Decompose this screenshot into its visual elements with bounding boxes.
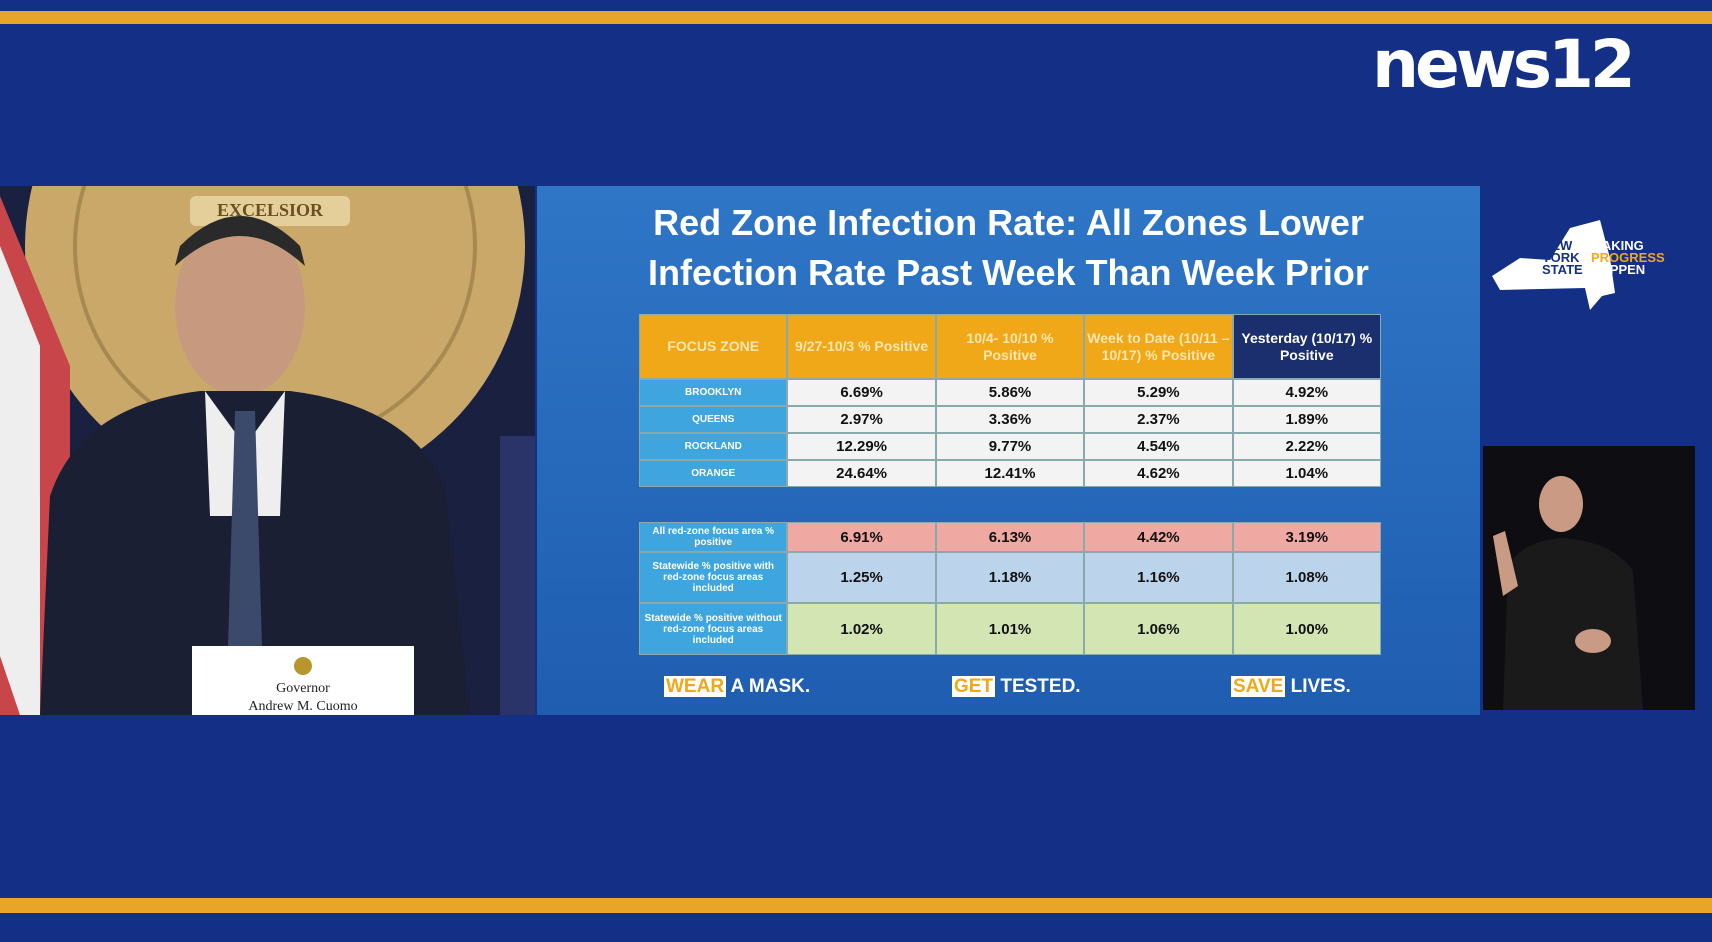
- summary-value: 1.16%: [1084, 552, 1233, 603]
- summary-value: 6.13%: [935, 522, 1085, 552]
- face: [175, 216, 305, 396]
- table-value: 24.64%: [787, 460, 936, 487]
- table-value: 1.04%: [1232, 460, 1381, 487]
- column-header: Yesterday (10/17) % Positive: [1232, 314, 1381, 379]
- table-value: 4.92%: [1232, 379, 1381, 406]
- state-word: STATE: [1542, 262, 1583, 277]
- table-value: 2.22%: [1232, 433, 1381, 460]
- summary-value: 1.02%: [787, 603, 936, 655]
- state-word: YORK: [1542, 250, 1580, 265]
- slide: Red Zone Infection Rate: All Zones Lower…: [537, 186, 1480, 715]
- summary-value: 1.06%: [1084, 603, 1233, 655]
- gold-stripe: [0, 898, 1712, 913]
- table-value: 3.36%: [935, 406, 1085, 433]
- speaker-video: EXCELSIOR Governor Andrew M. Cuomo: [0, 186, 535, 715]
- speaker-scene: EXCELSIOR Governor Andrew M. Cuomo: [0, 186, 535, 715]
- nameplate-line: Governor: [276, 681, 330, 696]
- state-word: NEW: [1542, 238, 1573, 253]
- table-value: 2.97%: [787, 406, 936, 433]
- table-value: 12.29%: [787, 433, 936, 460]
- summary-value: 1.18%: [935, 552, 1085, 603]
- slogan-rest: LIVES.: [1290, 676, 1351, 697]
- slogan: SAVE LIVES.: [1231, 676, 1351, 698]
- interpreter-video: [1483, 446, 1695, 710]
- table-value: 2.37%: [1084, 406, 1233, 433]
- interpreter-scene: [1493, 476, 1643, 710]
- column-header: FOCUS ZONE: [639, 314, 788, 379]
- slogan-rest: A MASK.: [730, 676, 811, 697]
- gold-stripe: [0, 11, 1712, 24]
- slogan-word: HAPPEN: [1591, 262, 1645, 277]
- column-header: 10/4- 10/10 % Positive: [935, 314, 1085, 379]
- table-value: 12.41%: [935, 460, 1085, 487]
- title-line: Red Zone Infection Rate: All Zones Lower: [653, 202, 1364, 243]
- slide-title: Red Zone Infection Rate: All Zones Lower…: [537, 198, 1480, 298]
- nameplate-line: Andrew M. Cuomo: [248, 699, 357, 714]
- slogan: WEAR A MASK.: [664, 676, 810, 698]
- ny-logo: NEW YORK STATE MAKING PROGRESS HAPPEN: [1492, 220, 1665, 310]
- summary-value: 4.42%: [1084, 522, 1233, 552]
- title-line: Infection Rate Past Week Than Week Prior: [648, 252, 1369, 293]
- summary-label: All red-zone focus area % positive: [639, 522, 788, 552]
- slogan-word: PROGRESS: [1591, 250, 1665, 265]
- slogan-word: MAKING: [1591, 238, 1644, 253]
- table-value: 6.69%: [787, 379, 936, 406]
- column-header: Week to Date (10/11 – 10/17) % Positive: [1084, 314, 1233, 379]
- slogan-highlight: WEAR: [664, 676, 727, 697]
- summary-value: 1.01%: [935, 603, 1085, 655]
- seal-text: EXCELSIOR: [217, 200, 324, 220]
- slogan-highlight: SAVE: [1231, 676, 1286, 697]
- summary-value: 1.00%: [1232, 603, 1381, 655]
- top-bar: [0, 0, 1712, 8]
- table-value: 4.54%: [1084, 433, 1233, 460]
- zone-name: BROOKLYN: [639, 379, 788, 406]
- slogan: GET TESTED.: [952, 676, 1081, 698]
- table-value: 1.89%: [1232, 406, 1381, 433]
- summary-label: Statewide % positive without red-zone fo…: [639, 603, 788, 655]
- zone-name: QUEENS: [639, 406, 788, 433]
- slogan-rest: TESTED.: [1000, 676, 1081, 697]
- table-value: 5.86%: [935, 379, 1085, 406]
- summary-value: 6.91%: [787, 522, 936, 552]
- table-value: 9.77%: [935, 433, 1085, 460]
- summary-value: 3.19%: [1232, 522, 1381, 552]
- table-value: 5.29%: [1084, 379, 1233, 406]
- zone-name: ORANGE: [639, 460, 788, 487]
- column-header: 9/27-10/3 % Positive: [787, 314, 936, 379]
- summary-label: Statewide % positive with red-zone focus…: [639, 552, 788, 603]
- zone-name: ROCKLAND: [639, 433, 788, 460]
- summary-value: 1.25%: [787, 552, 936, 603]
- news12-logo: news12: [1372, 26, 1636, 103]
- ny-branding: NEW YORK STATE MAKING PROGRESS HAPPEN: [1490, 218, 1685, 313]
- table-value: 4.62%: [1084, 460, 1233, 487]
- slogan-highlight: GET: [952, 676, 996, 697]
- summary-value: 1.08%: [1232, 552, 1381, 603]
